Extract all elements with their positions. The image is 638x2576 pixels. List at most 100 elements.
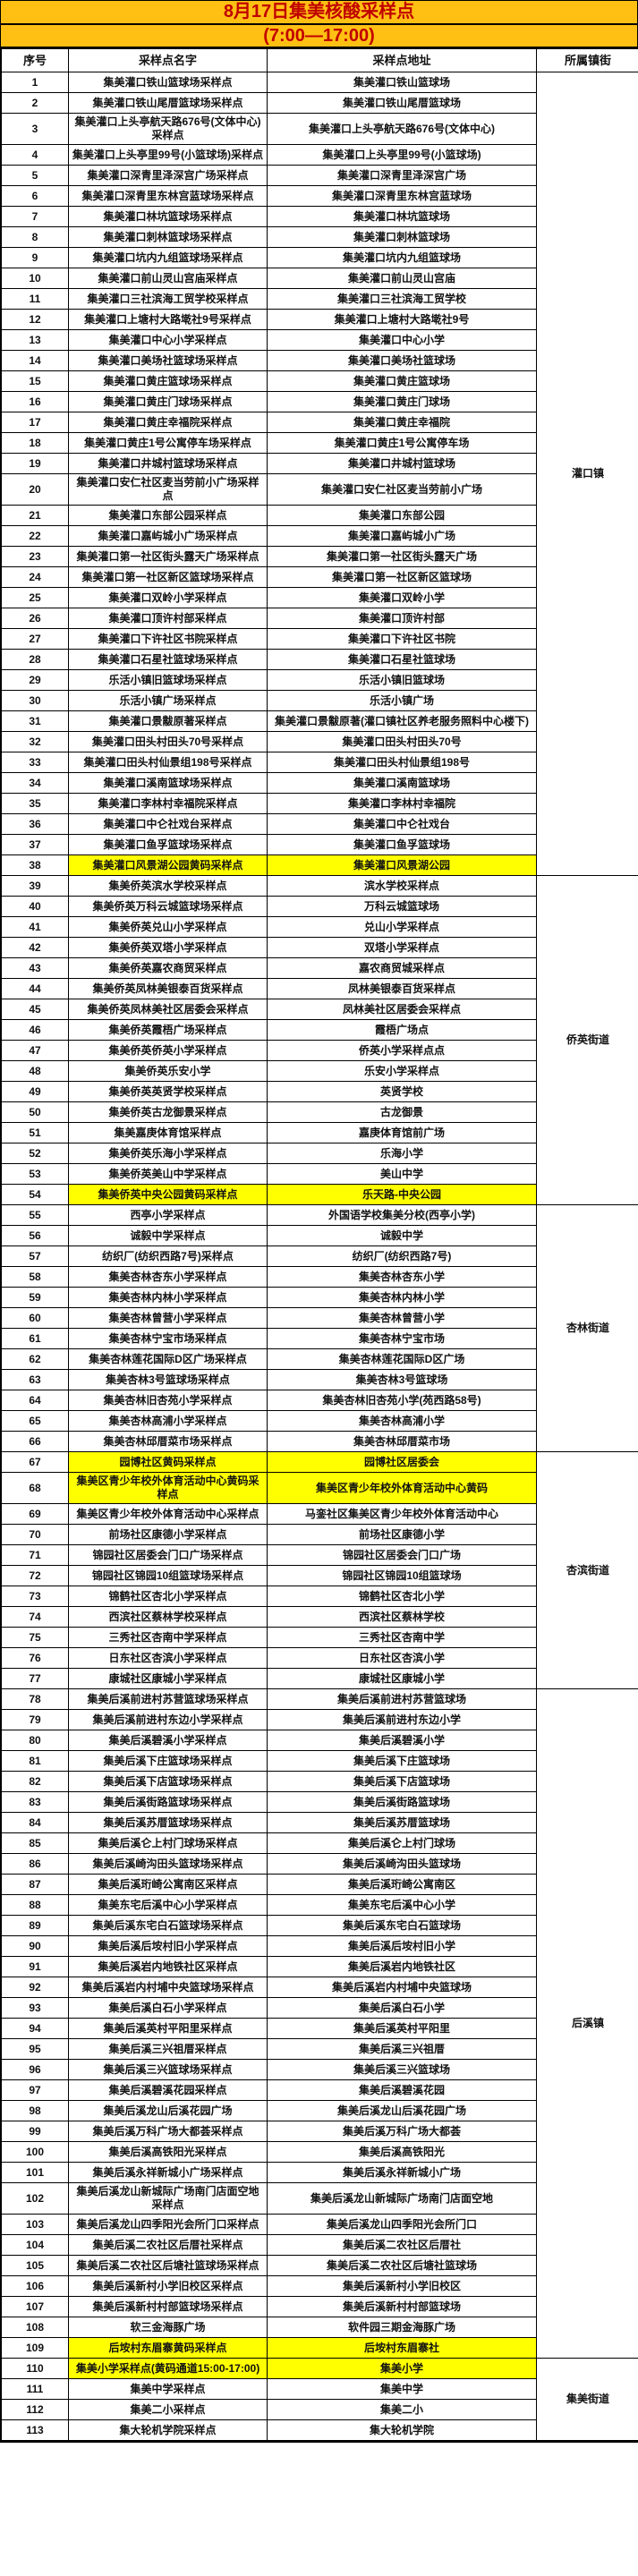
site-name-cell: 集美灌口前山灵山宫庙采样点 bbox=[68, 268, 268, 289]
site-address-cell: 凤林美社区居委会采样点 bbox=[267, 999, 537, 1020]
table-row: 35 集美灌口李林村幸福院采样点 集美灌口李林村幸福院 bbox=[1, 793, 638, 814]
row-index-cell: 95 bbox=[1, 2038, 69, 2060]
street-cell: 杏滨街道 bbox=[536, 1451, 638, 1689]
table-row: 27 集美灌口下许社区书院采样点 集美灌口下许社区书院 bbox=[1, 628, 638, 650]
row-index-cell: 45 bbox=[1, 999, 69, 1020]
row-index-cell: 111 bbox=[1, 2378, 69, 2400]
table-row: 24 集美灌口第一社区新区篮球场采样点 集美灌口第一社区新区篮球场 bbox=[1, 566, 638, 588]
table-row: 4 集美灌口上头亭里99号(小篮球场)采样点 集美灌口上头亭里99号(小篮球场) bbox=[1, 144, 638, 166]
row-index-cell: 23 bbox=[1, 546, 69, 567]
site-name-cell: 集美侨英凤林美社区居委会采样点 bbox=[68, 999, 268, 1020]
row-index-cell: 102 bbox=[1, 2182, 69, 2215]
site-name-cell: 集美灌口上塘村大路墘社9号采样点 bbox=[68, 309, 268, 330]
site-name-cell: 康城社区康城小学采样点 bbox=[68, 1668, 268, 1689]
site-address-cell: 集美灌口石星社篮球场 bbox=[267, 649, 537, 670]
site-address-cell: 集美灌口李林村幸福院 bbox=[267, 793, 537, 814]
site-name-cell: 集美小学采样点(黄码通道15:00-17:00) bbox=[68, 2358, 268, 2379]
site-name-cell: 集美灌口溪南篮球场采样点 bbox=[68, 772, 268, 794]
table-row: 110 集美小学采样点(黄码通道15:00-17:00) 集美小学 集美街道 bbox=[1, 2358, 638, 2441]
row-index-cell: 101 bbox=[1, 2162, 69, 2183]
site-address-cell: 古龙御景 bbox=[267, 1101, 537, 1123]
site-address-cell: 集美灌口上头亭航天路676号(文体中心) bbox=[267, 113, 537, 145]
site-name-cell: 集美灌口田头村田头70号采样点 bbox=[68, 731, 268, 752]
row-index-cell: 97 bbox=[1, 2079, 69, 2101]
site-name-cell: 集美灌口双岭小学采样点 bbox=[68, 587, 268, 608]
site-address-cell: 集美杏林宁宝市场 bbox=[267, 1328, 537, 1349]
site-name-cell: 集美灌口三社滨海工贸学校采样点 bbox=[68, 288, 268, 310]
row-index-cell: 61 bbox=[1, 1328, 69, 1349]
site-name-cell: 日东社区杏滨小学采样点 bbox=[68, 1647, 268, 1669]
site-address-cell: 集美灌口铁山篮球场 bbox=[267, 72, 537, 93]
site-name-cell: 集美灌口黄庄门球场采样点 bbox=[68, 391, 268, 412]
row-index-cell: 65 bbox=[1, 1410, 69, 1432]
site-name-cell: 集美杏林旧杏苑小学采样点 bbox=[68, 1390, 268, 1411]
site-address-cell: 集美灌口第一社区新区篮球场 bbox=[267, 566, 537, 588]
row-index-cell: 58 bbox=[1, 1266, 69, 1288]
site-address-cell: 集美后溪高铁阳光 bbox=[267, 2141, 537, 2163]
site-name-cell: 集美灌口田头村仙景组198号采样点 bbox=[68, 752, 268, 773]
table-row: 92 集美后溪岩内村埔中央篮球场采样点 集美后溪岩内村埔中央篮球场 bbox=[1, 1977, 638, 1998]
site-address-cell: 集美灌口深青里东林宫蓝球场 bbox=[267, 185, 537, 207]
row-index-cell: 27 bbox=[1, 628, 69, 650]
site-address-cell: 万科云城篮球场 bbox=[267, 896, 537, 917]
site-name-cell: 集美侨英侨英小学采样点 bbox=[68, 1040, 268, 1061]
site-address-cell: 锦鹤社区杏北小学 bbox=[267, 1586, 537, 1607]
page-title: 8月17日集美核酸采样点 bbox=[1, 1, 637, 25]
site-name-cell: 软三金海豚广场 bbox=[68, 2317, 268, 2338]
site-address-cell: 集美后溪龙山新城际广场南门店面空地 bbox=[267, 2182, 537, 2215]
site-address-cell: 集美灌口下许社区书院 bbox=[267, 628, 537, 650]
table-row: 16 集美灌口黄庄门球场采样点 集美灌口黄庄门球场 bbox=[1, 391, 638, 412]
site-address-cell: 集美区青少年校外体育活动中心黄码 bbox=[267, 1472, 537, 1504]
table-row: 97 集美后溪碧溪花园采样点 集美后溪碧溪花园 bbox=[1, 2079, 638, 2101]
site-name-cell: 锦园社区锦园10组篮球场采样点 bbox=[68, 1565, 268, 1586]
site-address-cell: 嘉农商贸城采样点 bbox=[267, 957, 537, 979]
site-address-cell: 集美灌口前山灵山宫庙 bbox=[267, 268, 537, 289]
row-index-cell: 20 bbox=[1, 473, 69, 506]
table-row: 61 集美杏林宁宝市场采样点 集美杏林宁宝市场 bbox=[1, 1328, 638, 1349]
row-index-cell: 3 bbox=[1, 113, 69, 145]
site-name-cell: 集美后溪崎沟田头篮球场采样点 bbox=[68, 1853, 268, 1875]
site-name-cell: 集美灌口嘉屿城小广场采样点 bbox=[68, 525, 268, 547]
site-name-cell: 集美侨英凤林美银泰百货采样点 bbox=[68, 978, 268, 999]
site-name-cell: 集美侨英双塔小学采样点 bbox=[68, 937, 268, 958]
site-name-cell: 集美灌口下许社区书院采样点 bbox=[68, 628, 268, 650]
row-index-cell: 70 bbox=[1, 1524, 69, 1545]
site-address-cell: 诚毅中学 bbox=[267, 1225, 537, 1246]
site-name-cell: 集美灌口黄庄1号公寓停车场采样点 bbox=[68, 432, 268, 454]
site-name-cell: 集美杏林邱厝菜市场采样点 bbox=[68, 1431, 268, 1452]
site-address-cell: 集美灌口林坑篮球场 bbox=[267, 206, 537, 227]
row-index-cell: 22 bbox=[1, 525, 69, 547]
site-name-cell: 集美后溪三兴祖厝采样点 bbox=[68, 2038, 268, 2060]
table-row: 65 集美杏林高浦小学采样点 集美杏林高浦小学 bbox=[1, 1410, 638, 1432]
row-index-cell: 8 bbox=[1, 226, 69, 248]
row-index-cell: 49 bbox=[1, 1081, 69, 1102]
table-row: 80 集美后溪碧溪小学采样点 集美后溪碧溪小学 bbox=[1, 1730, 638, 1751]
table-row: 113 集大轮机学院采样点 集大轮机学院 bbox=[1, 2419, 638, 2441]
table-row: 56 诚毅中学采样点 诚毅中学 bbox=[1, 1225, 638, 1246]
row-index-cell: 110 bbox=[1, 2358, 69, 2379]
site-name-cell: 集美后溪英村平阳里采样点 bbox=[68, 2018, 268, 2039]
row-index-cell: 105 bbox=[1, 2255, 69, 2276]
site-address-cell: 集美后溪龙山四季阳光会所门口 bbox=[267, 2214, 537, 2235]
row-index-cell: 96 bbox=[1, 2059, 69, 2080]
row-index-cell: 16 bbox=[1, 391, 69, 412]
row-index-cell: 86 bbox=[1, 1853, 69, 1875]
sampling-table: 序号 采样点名字 采样点地址 所属镇街 1 集美灌口铁山篮球场采样点 集美灌口铁山篮… bbox=[1, 48, 638, 2441]
site-address-cell: 集美杏林旧杏苑小学(苑西路58号) bbox=[267, 1390, 537, 1411]
table-row: 105 集美后溪二农社区后塘社篮球场采样点 集美后溪二农社区后塘社篮球场 bbox=[1, 2255, 638, 2276]
table-row: 14 集美灌口美场社篮球场采样点 集美灌口美场社篮球场 bbox=[1, 350, 638, 371]
row-index-cell: 81 bbox=[1, 1750, 69, 1772]
row-index-cell: 51 bbox=[1, 1122, 69, 1143]
table-row: 44 集美侨英凤林美银泰百货采样点 凤林美银泰百货采样点 bbox=[1, 978, 638, 999]
row-index-cell: 85 bbox=[1, 1832, 69, 1854]
table-row: 41 集美侨英兑山小学采样点 兑山小学采样点 bbox=[1, 916, 638, 938]
street-cell: 后溪镇 bbox=[536, 1688, 638, 2359]
site-address-cell: 集美中学 bbox=[267, 2378, 537, 2400]
row-index-cell: 98 bbox=[1, 2100, 69, 2121]
site-name-cell: 集美杏林莲花国际D区广场采样点 bbox=[68, 1348, 268, 1370]
site-address-cell: 集美灌口三社滨海工贸学校 bbox=[267, 288, 537, 310]
site-name-cell: 纺织厂(纺织西路7号)采样点 bbox=[68, 1245, 268, 1267]
site-address-cell: 集美杏林杏东小学 bbox=[267, 1266, 537, 1288]
table-row: 107 集美后溪新村村部篮球场采样点 集美后溪新村村部篮球场 bbox=[1, 2296, 638, 2317]
site-address-cell: 集美灌口鱼孚篮球场 bbox=[267, 834, 537, 855]
